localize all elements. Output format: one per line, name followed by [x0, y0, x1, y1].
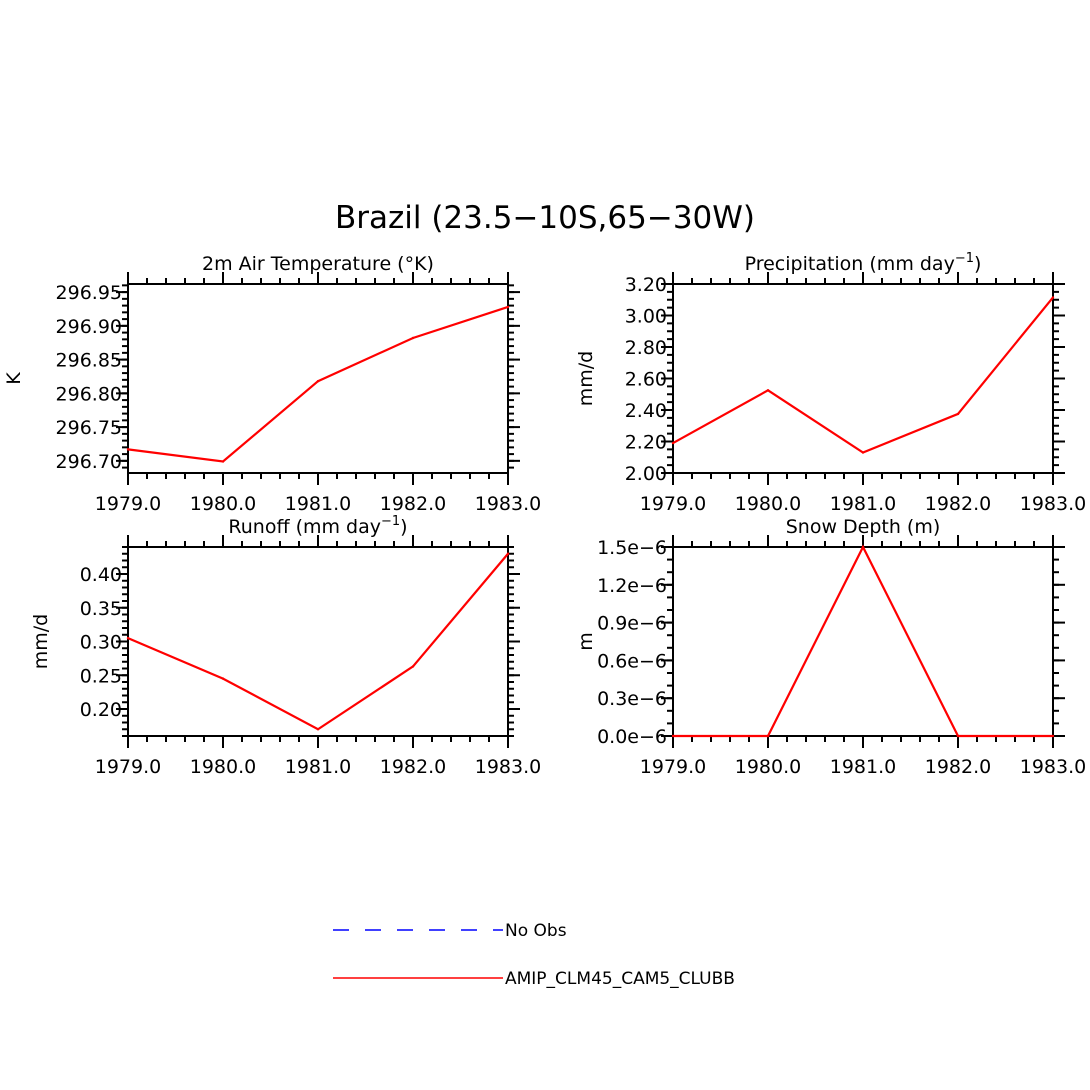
y-tick-label: 0.30: [80, 632, 122, 654]
x-tick-label: 1982.0: [380, 493, 446, 515]
x-tick-label: 1983.0: [475, 493, 541, 515]
y-tick-label: 296.85: [56, 350, 122, 372]
legend-label-1: No Obs: [505, 921, 567, 941]
data-point: [316, 728, 320, 731]
panel-2: 1979.0 1980.0 1981.0 1982.0 1983.0 2.00 2.20 2.…: [575, 251, 1086, 515]
panel-title: Snow Depth (m): [786, 516, 941, 538]
panel-title: Precipitation (mm day−1): [745, 251, 982, 275]
panel-title-close: ): [974, 253, 981, 275]
x-tick-label: 1979.0: [95, 756, 161, 778]
data-point: [861, 451, 865, 454]
panel-title-close: ): [400, 516, 407, 538]
series-line: [127, 305, 509, 463]
x-tick-label: 1983.0: [1020, 756, 1086, 778]
data-point: [221, 460, 225, 463]
y-tick-label: 3.00: [625, 306, 667, 328]
x-tick-label: 1981.0: [830, 493, 896, 515]
plot-frame: [127, 546, 509, 737]
panels: 1979.0 1980.0 1981.0 1982.0 1983.0 296.70 296.…: [3, 251, 1086, 778]
plot-frame: [672, 283, 1054, 474]
panel-4: 1979.0 1980.0 1981.0 1982.0 1983.0 0.0e−6 0.3e…: [575, 516, 1086, 778]
y-tick-label: 0.35: [80, 598, 122, 620]
y-tick-label: 296.95: [56, 282, 122, 304]
y-tick-label: 0.9e−6: [597, 613, 667, 635]
data-point: [126, 448, 130, 451]
y-tick-label: 0.3e−6: [597, 688, 667, 710]
y-tick-label: 2.80: [625, 337, 667, 359]
y-tick-label: 0.0e−6: [597, 726, 667, 748]
data-point: [506, 552, 510, 555]
plot-frame: [127, 283, 509, 474]
x-tick-label: 1982.0: [925, 493, 991, 515]
x-tick-label: 1981.0: [285, 756, 351, 778]
y-axis-label: mm/d: [575, 351, 597, 406]
series-line: [672, 296, 1054, 454]
x-tick-label: 1980.0: [735, 756, 801, 778]
data-point: [1051, 734, 1055, 738]
panel-title: 2m Air Temperature (°K): [202, 253, 434, 275]
y-tick-label: 296.75: [56, 417, 122, 439]
panel-title-superscript: −1: [381, 514, 400, 529]
y-tick-label: 2.40: [625, 400, 667, 422]
panel-title-superscript: −1: [955, 251, 974, 266]
y-axis-label: K: [3, 372, 25, 385]
x-tick-label: 1980.0: [190, 493, 256, 515]
legend: No Obs AMIP_CLM45_CAM5_CLUBB: [333, 921, 735, 989]
data-point: [671, 734, 675, 738]
y-tick-label: 0.25: [80, 665, 122, 687]
data-point: [1051, 296, 1055, 299]
data-point: [221, 677, 225, 680]
data-point: [506, 305, 510, 309]
y-tick-label: 296.90: [56, 316, 122, 338]
y-tick-label: 1.5e−6: [597, 537, 667, 559]
panel-3: 1979.0 1980.0 1981.0 1982.0 1983.0 0.20 0.25 0.…: [30, 514, 541, 778]
x-tick-label: 1982.0: [380, 756, 446, 778]
x-tick-label: 1981.0: [830, 756, 896, 778]
series-line: [673, 544, 1053, 738]
panel-title-main: Precipitation (mm day: [745, 253, 955, 275]
data-point: [861, 545, 865, 549]
x-tick-label: 1979.0: [640, 756, 706, 778]
data-point: [316, 380, 320, 383]
plot-frame: [672, 546, 1054, 737]
data-point: [411, 336, 415, 340]
y-tick-label: 3.20: [625, 274, 667, 296]
panel-title: Runoff (mm day−1): [228, 514, 407, 538]
y-tick-label: 0.6e−6: [597, 650, 667, 672]
y-tick-label: 2.00: [625, 463, 667, 485]
data-point: [956, 412, 960, 416]
figure-title: Brazil (23.5−10S,65−30W): [335, 200, 755, 236]
y-tick-label: 296.70: [56, 451, 122, 473]
y-tick-label: 1.2e−6: [597, 575, 667, 597]
data-point: [766, 389, 770, 392]
legend-label-2: AMIP_CLM45_CAM5_CLUBB: [505, 969, 735, 989]
x-tick-label: 1981.0: [285, 493, 351, 515]
y-axis-label: m: [575, 632, 597, 651]
y-tick-label: 0.40: [80, 564, 122, 586]
data-point: [411, 665, 415, 668]
x-tick-label: 1979.0: [95, 493, 161, 515]
panel-1: 1979.0 1980.0 1981.0 1982.0 1983.0 296.70 296.…: [3, 253, 541, 515]
data-point: [671, 441, 675, 445]
data-point: [766, 734, 770, 738]
x-tick-label: 1983.0: [475, 756, 541, 778]
x-tick-label: 1979.0: [640, 493, 706, 515]
y-tick-label: 2.20: [625, 432, 667, 454]
y-tick-label: 2.60: [625, 369, 667, 391]
data-point: [956, 734, 960, 738]
x-tick-label: 1980.0: [735, 493, 801, 515]
y-axis-label: mm/d: [30, 614, 52, 669]
panel-title-main: Runoff (mm day: [228, 516, 381, 538]
y-tick-label: 0.20: [80, 699, 122, 721]
x-tick-label: 1980.0: [190, 756, 256, 778]
x-tick-label: 1982.0: [925, 756, 991, 778]
data-point: [126, 636, 130, 640]
x-tick-label: 1983.0: [1020, 493, 1086, 515]
y-tick-label: 296.80: [56, 383, 122, 405]
series-line: [127, 553, 509, 731]
